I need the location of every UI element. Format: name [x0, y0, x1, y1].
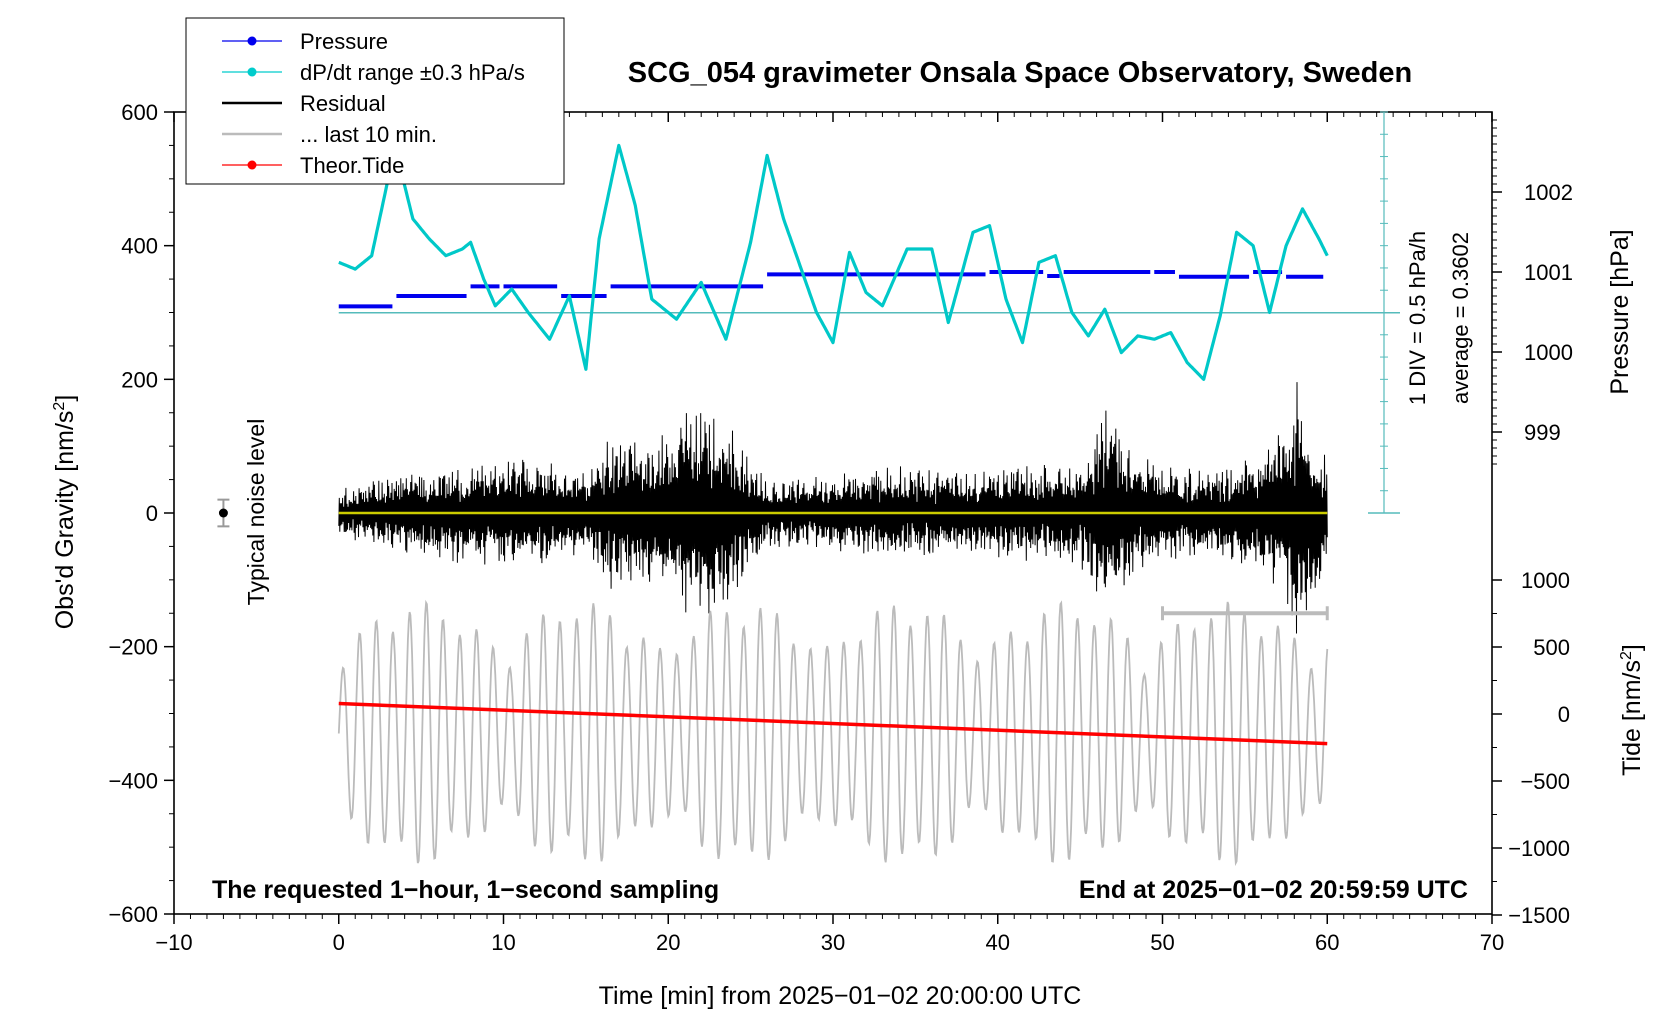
legend-marker — [247, 160, 257, 170]
legend-marker — [247, 67, 257, 77]
x-tick-label: 70 — [1480, 930, 1504, 955]
x-axis-label: Time [min] from 2025−01−02 20:00:00 UTC — [599, 982, 1082, 1010]
pressure-tick-label: 1002 — [1524, 180, 1573, 205]
sampling-annotation: The requested 1−hour, 1−second sampling — [212, 876, 719, 904]
chart-title: SCG_054 gravimeter Onsala Space Observat… — [628, 57, 1412, 89]
end-time-annotation: End at 2025−01−02 20:59:59 UTC — [1079, 876, 1468, 904]
noise-level-label: Typical noise level — [243, 419, 269, 606]
residual-line — [338, 382, 1328, 634]
y-tick-label: −600 — [108, 902, 158, 927]
last-10-min-line — [337, 599, 1329, 867]
legend-label: dP/dt range ±0.3 hPa/s — [300, 60, 525, 85]
axes: −10 0 10 20 30 40 50 60 70 600 400 200 0 −200 −400 −600… — [108, 100, 1573, 955]
y-tick-label: −400 — [108, 768, 158, 793]
dpdt-line — [338, 143, 1329, 381]
tide-tick-label: 0 — [1558, 702, 1570, 727]
y-axis-label-pressure: Pressure [hPa] — [1606, 229, 1634, 394]
y-tick-label: 0 — [146, 501, 158, 526]
noise-point — [218, 508, 228, 518]
y-axis-label-tide: Tide [nm/s2] — [1618, 644, 1646, 776]
legend-label: Residual — [300, 91, 386, 116]
legend-marker — [247, 36, 257, 46]
y-axis-label-left-main: Obs'd Gravity [nm/s — [51, 411, 79, 630]
y-tick-label: 600 — [121, 100, 158, 125]
theor-tide-line — [338, 701, 1328, 746]
y-tick-label: 200 — [121, 367, 158, 392]
pressure-tick-label: 1001 — [1524, 260, 1573, 285]
tide-tick-label: 1000 — [1521, 568, 1570, 593]
tide-tick-label: −1500 — [1508, 903, 1570, 928]
x-tick-label: 10 — [491, 930, 515, 955]
tide-tick-label: −500 — [1520, 769, 1570, 794]
x-tick-label: 20 — [656, 930, 680, 955]
y-axis-label-tide-main: Tide [nm/s — [1618, 660, 1646, 776]
x-tick-label: −10 — [155, 930, 192, 955]
x-tick-label: 40 — [986, 930, 1010, 955]
legend: Pressure dP/dt range ±0.3 hPa/s Residual..… — [185, 17, 565, 185]
y-axis-label-left-sup: 2 — [51, 402, 68, 411]
series-layer — [217, 111, 1400, 867]
x-tick-label: 50 — [1150, 930, 1174, 955]
legend-label: ... last 10 min. — [300, 122, 437, 147]
y-axis-label-tide-end: ] — [1618, 644, 1646, 651]
x-tick-label: 60 — [1315, 930, 1339, 955]
x-tick-label: 30 — [821, 930, 845, 955]
div-annotation: 1 DIV = 0.5 hPa/h — [1405, 231, 1430, 405]
tide-tick-label: 500 — [1533, 635, 1570, 660]
tide-tick-label: −1000 — [1508, 836, 1570, 861]
y-tick-label: 400 — [121, 234, 158, 259]
y-axis-label-left-end: ] — [51, 395, 79, 402]
pressure-tick-label: 1000 — [1524, 340, 1573, 365]
y-axis-label-left: Obs'd Gravity [nm/s2] — [51, 395, 79, 630]
legend-box — [185, 17, 565, 185]
legend-label: Theor.Tide — [300, 153, 404, 178]
x-tick-label: 0 — [333, 930, 345, 955]
pressure-tick-label: 999 — [1524, 420, 1561, 445]
y-axis-label-tide-sup: 2 — [1618, 651, 1635, 660]
legend-label: Pressure — [300, 29, 388, 54]
average-annotation: average = 0.3602 — [1448, 232, 1473, 404]
y-tick-label: −200 — [108, 635, 158, 660]
